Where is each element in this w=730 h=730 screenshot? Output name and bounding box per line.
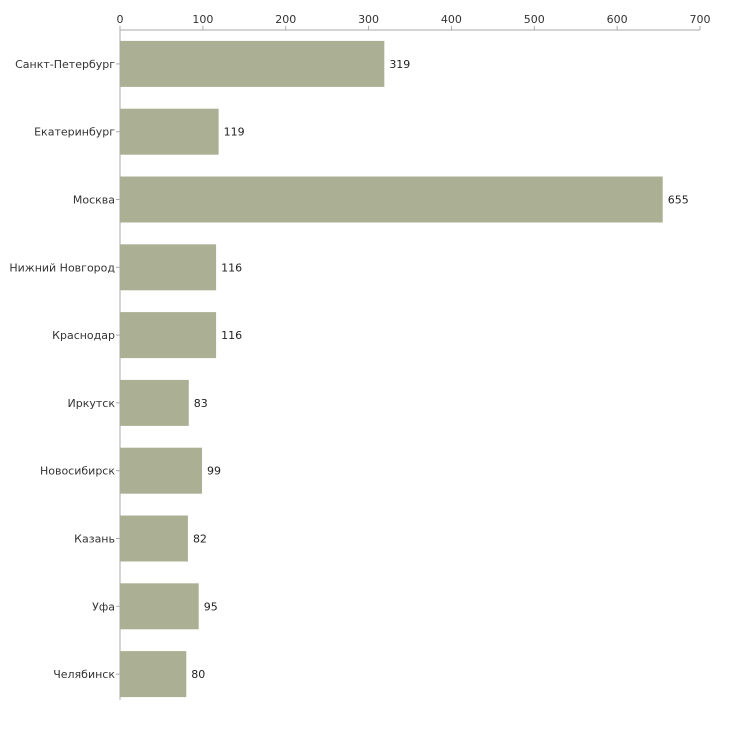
category-label: Екатеринбург <box>34 126 115 139</box>
category-label: Иркутск <box>68 397 116 410</box>
value-label: 95 <box>204 600 218 613</box>
category-axis: Санкт-Петербург Екатеринбург Москва Нижний … <box>9 58 120 681</box>
category-label: Новосибирск <box>40 465 115 478</box>
category-label: Санкт-Петербург <box>15 58 115 71</box>
bar <box>120 583 199 630</box>
category-label: Москва <box>73 194 115 207</box>
value-label: 82 <box>193 533 207 546</box>
x-tick-label: 100 <box>192 13 213 26</box>
x-tick-label: 200 <box>275 13 296 26</box>
value-label: 116 <box>221 329 242 342</box>
bar <box>120 108 219 155</box>
value-labels: 319 119 655 116 116 83 99 82 95 80 <box>191 58 688 681</box>
value-label: 99 <box>207 465 221 478</box>
bars <box>120 40 663 698</box>
category-label: Нижний Новгород <box>9 261 115 274</box>
value-label: 80 <box>191 668 205 681</box>
x-tick-label: 0 <box>117 13 124 26</box>
value-label: 319 <box>389 58 410 71</box>
category-label: Челябинск <box>53 668 115 681</box>
bar <box>120 447 203 494</box>
bar <box>120 244 217 291</box>
category-label: Казань <box>74 533 115 546</box>
value-label: 119 <box>224 126 245 139</box>
x-tick-label: 700 <box>690 13 711 26</box>
x-tick-label: 400 <box>441 13 462 26</box>
bar <box>120 379 189 426</box>
bar <box>120 651 187 698</box>
bar <box>120 312 217 359</box>
x-tick-label: 500 <box>524 13 545 26</box>
category-label: Уфа <box>92 600 115 613</box>
bar <box>120 40 385 87</box>
category-label: Краснодар <box>52 329 115 342</box>
x-tick-label: 300 <box>358 13 379 26</box>
bar <box>120 176 663 223</box>
x-tick-label: 600 <box>607 13 628 26</box>
value-label: 83 <box>194 397 208 410</box>
value-label: 116 <box>221 261 242 274</box>
bar <box>120 515 188 562</box>
value-label: 655 <box>668 194 689 207</box>
